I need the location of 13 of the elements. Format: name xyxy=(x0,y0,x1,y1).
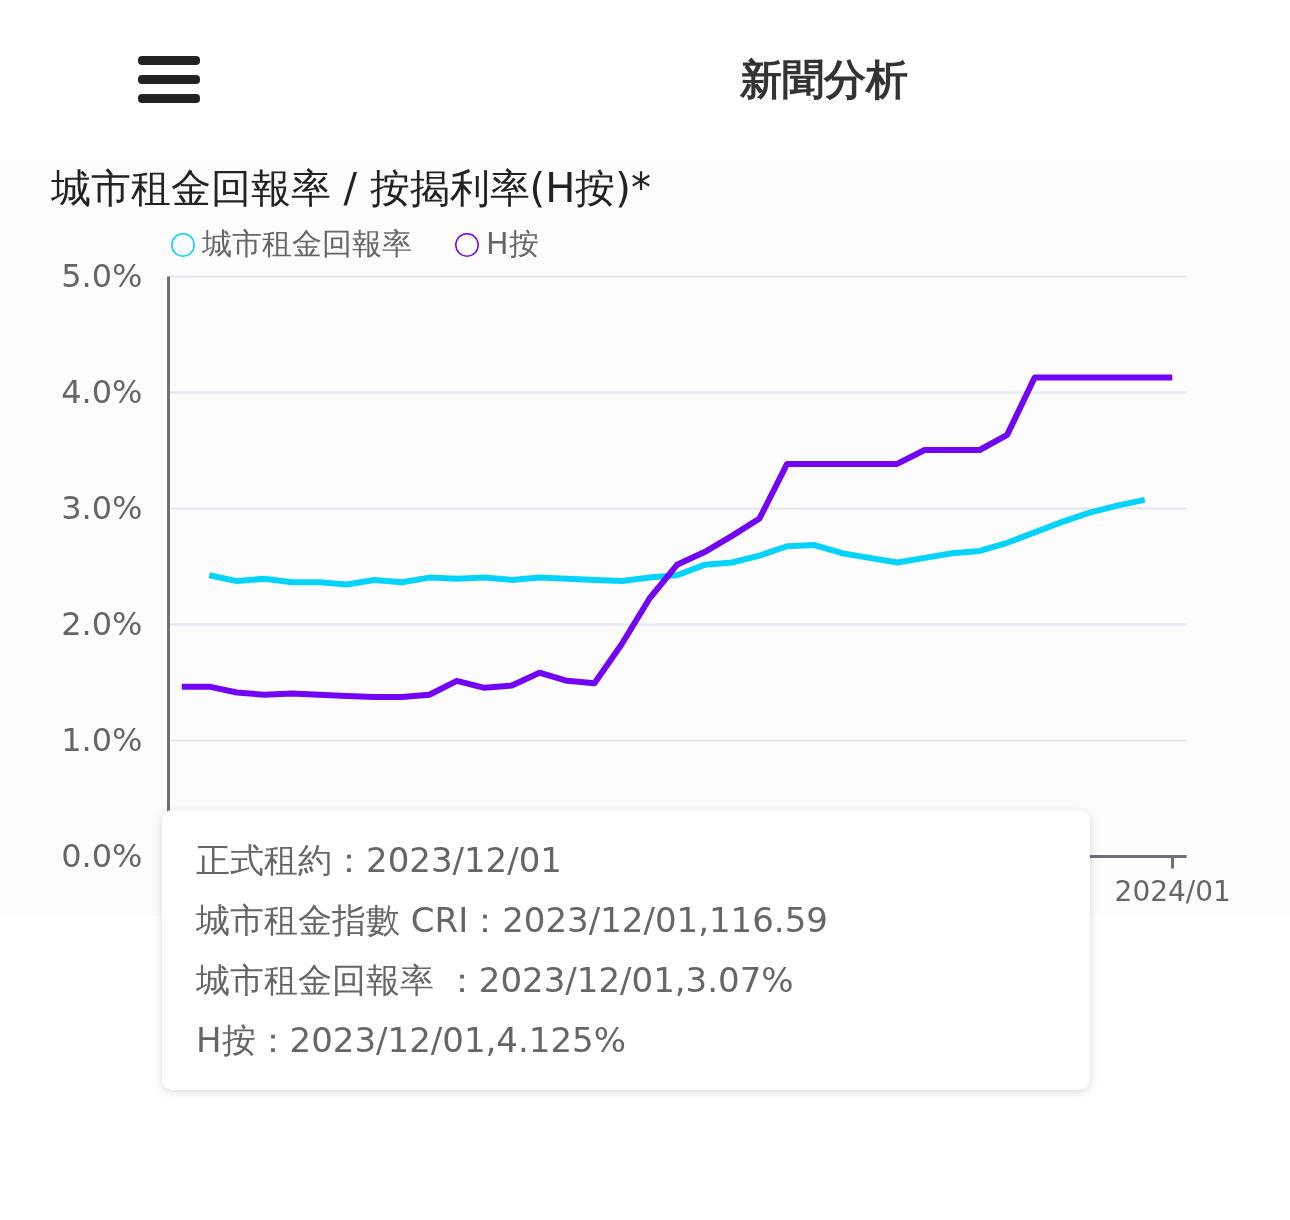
legend-label: 城市租金回報率 xyxy=(201,226,412,261)
legend-label: H按 xyxy=(486,226,539,261)
y-tick-label: 3.0% xyxy=(61,488,143,527)
y-tick-label: 5.0% xyxy=(61,256,143,295)
chart-title: 城市租金回報率 / 按揭利率(H按)* xyxy=(49,165,651,211)
x-tick-label: 2024/01 xyxy=(1114,874,1231,908)
y-tick-label: 4.0% xyxy=(61,372,143,411)
annotation: 正式租約：2023/12/01 xyxy=(196,839,563,882)
y-tick-label: 1.0% xyxy=(61,720,143,759)
y-tick-label: 0.0% xyxy=(61,836,143,875)
y-tick-label: 2.0% xyxy=(61,604,143,643)
text: 新聞分析 xyxy=(740,54,908,106)
tooltip-panel: 正式租約：2023/12/01 城市租金指數 CRI：2023/12/01,116.59 城市租金回報率 ：2023/12/01,3.07% H按：2023/12/01,4.125% xyxy=(162,810,1090,1090)
